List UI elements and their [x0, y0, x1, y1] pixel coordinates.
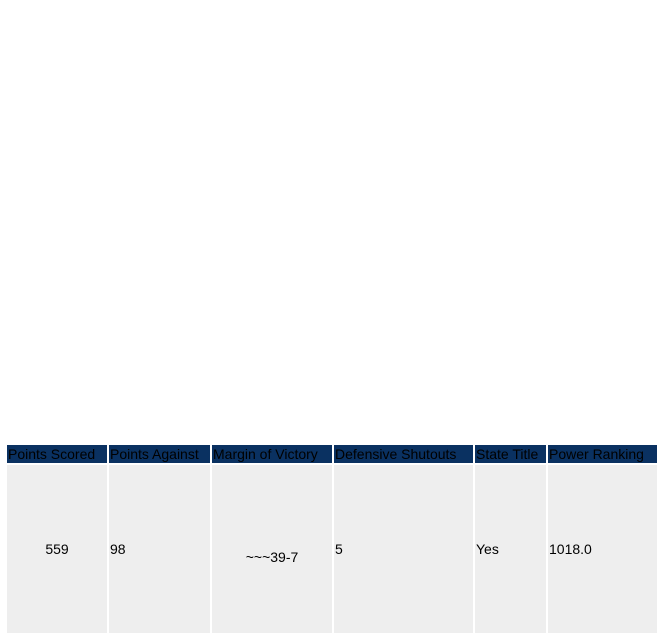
cell-points-scored: 559: [7, 465, 107, 633]
cell-points-against: 98: [109, 465, 210, 633]
margin-of-victory-value: ~~~39-7: [245, 549, 299, 565]
header-power-ranking: Power Ranking: [548, 445, 657, 463]
stats-table: Points Scored Points Against Margin of V…: [5, 443, 659, 635]
header-defensive-shutouts: Defensive Shutouts: [334, 445, 473, 463]
header-row: Points Scored Points Against Margin of V…: [7, 445, 657, 463]
cell-margin-of-victory: ~~~39-7: [212, 465, 332, 633]
header-points-scored: Points Scored: [7, 445, 107, 463]
header-points-against: Points Against: [109, 445, 210, 463]
header-state-title: State Title: [475, 445, 546, 463]
cell-power-ranking: 1018.0: [548, 465, 657, 633]
cell-defensive-shutouts: 5: [334, 465, 473, 633]
cell-state-title: Yes: [475, 465, 546, 633]
header-margin-of-victory: Margin of Victory: [212, 445, 332, 463]
table-row: 559 98 ~~~39-7 5 Yes 1018.0: [7, 465, 657, 633]
